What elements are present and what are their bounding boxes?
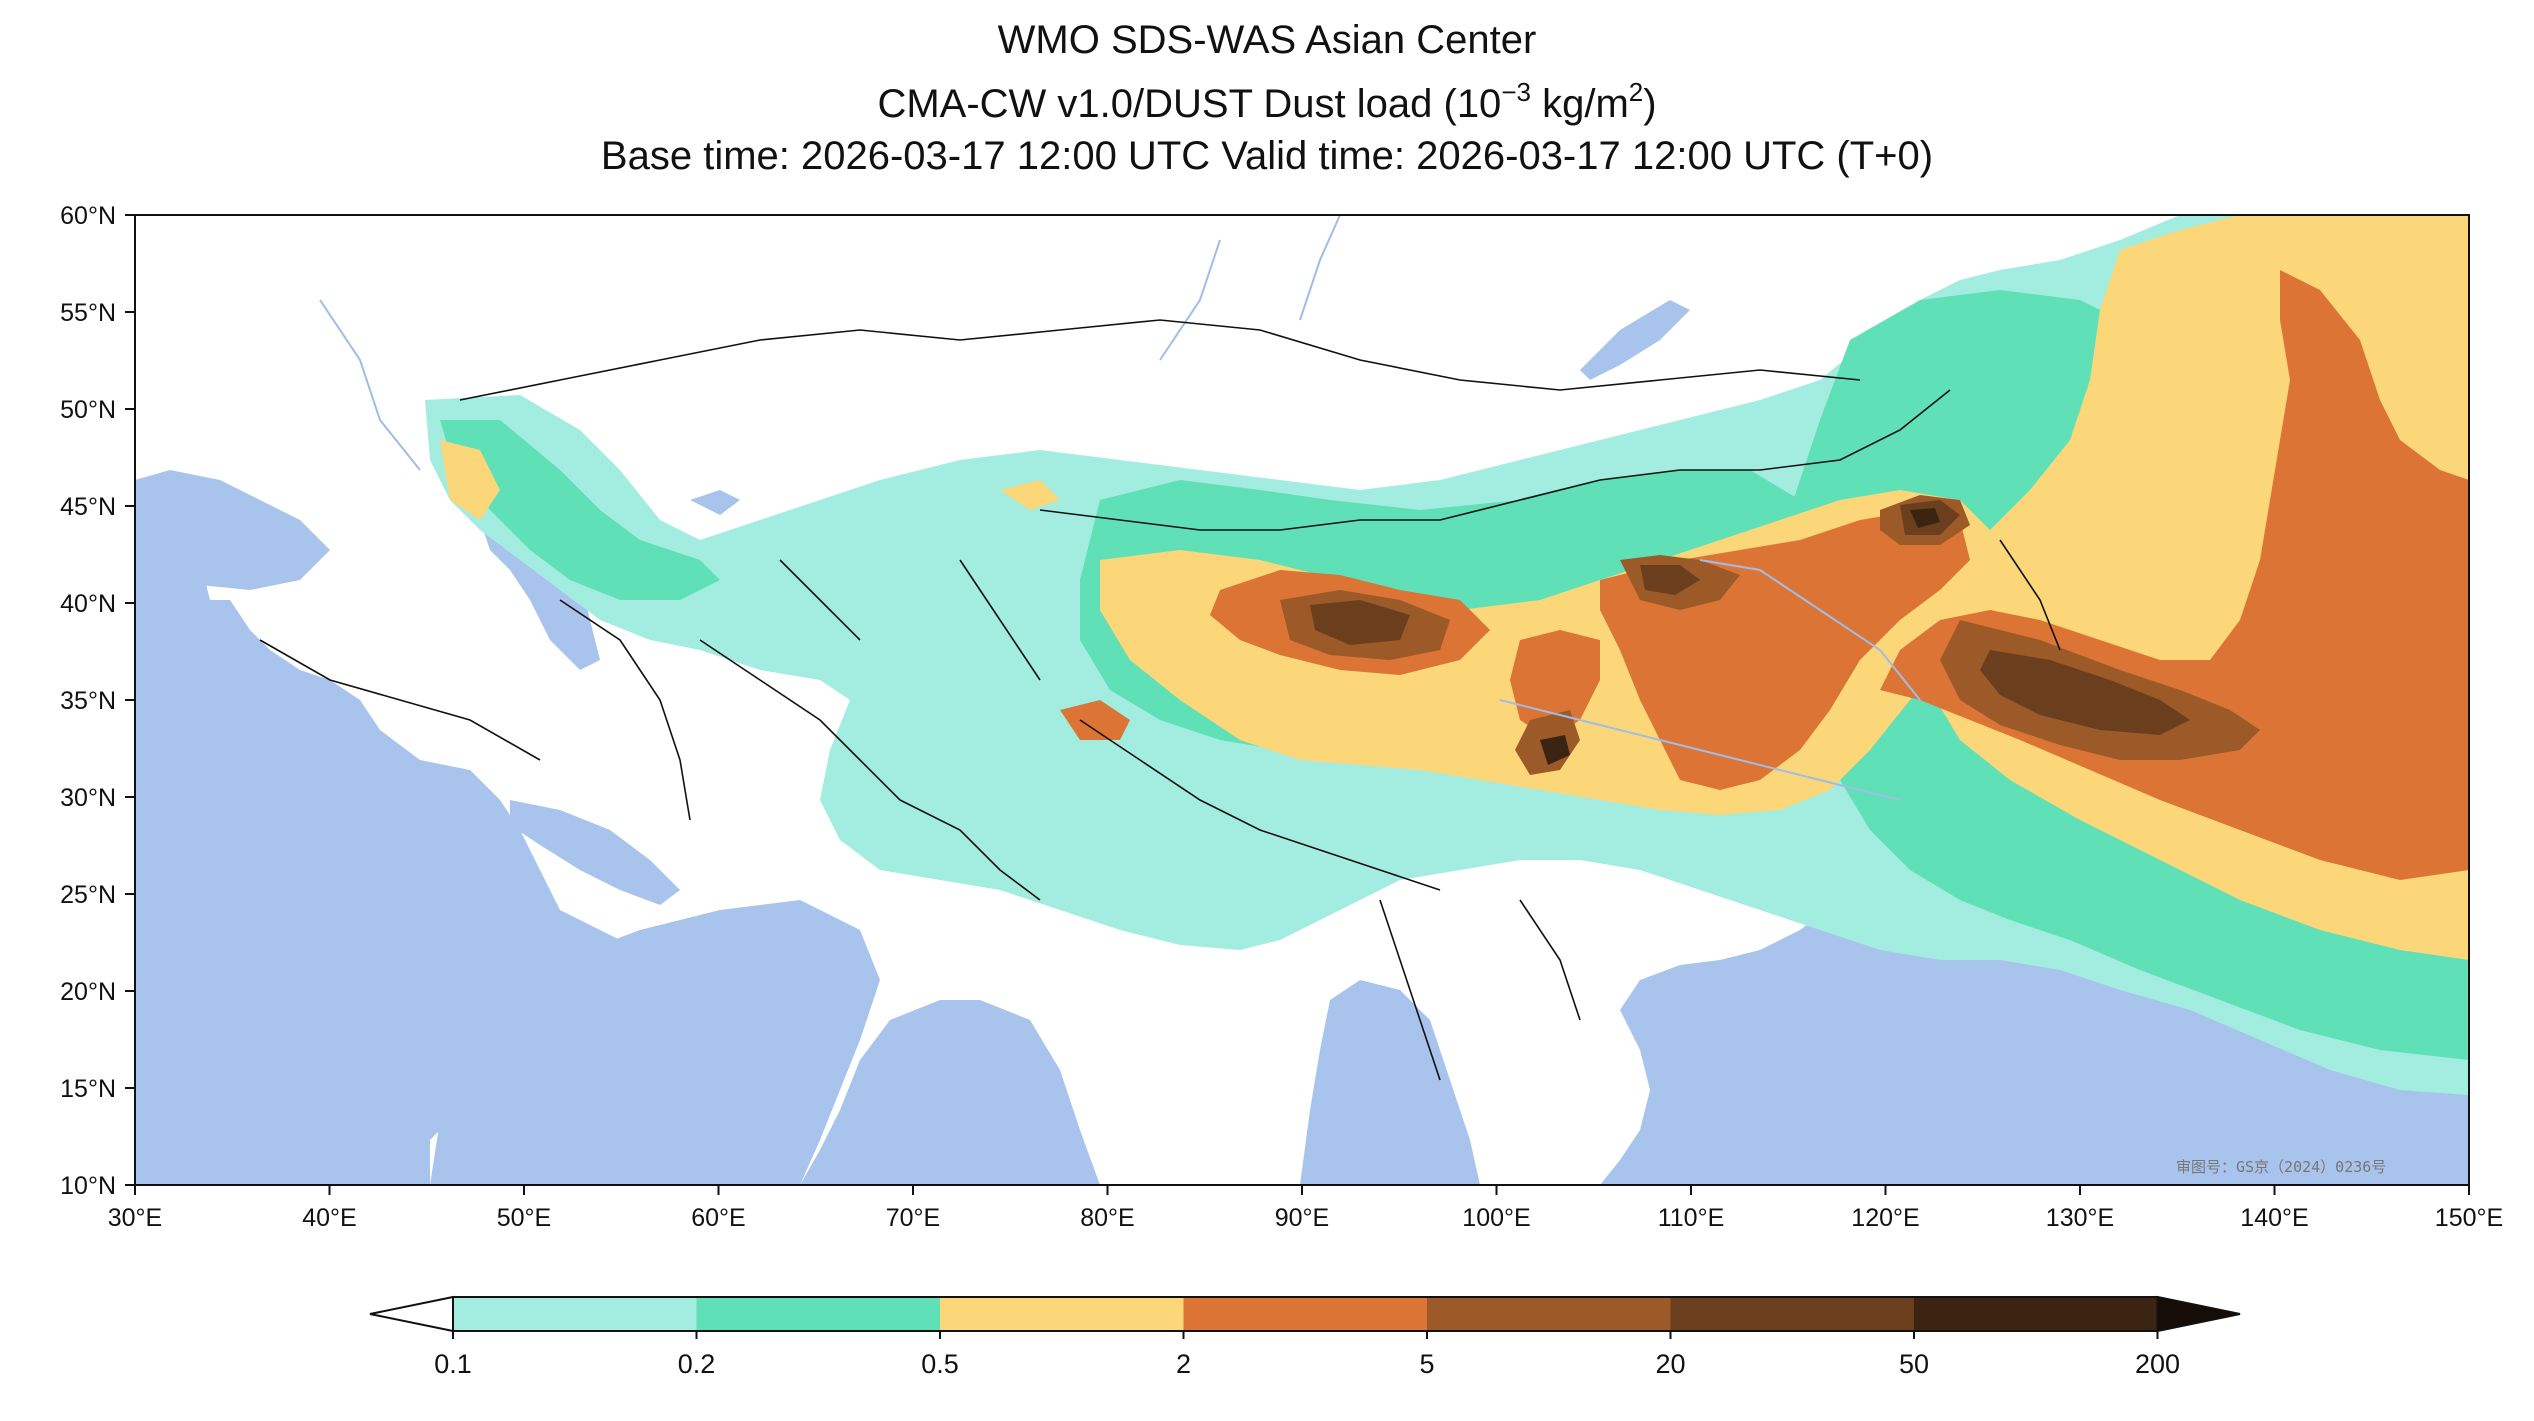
colorbar-swatch-0p1-0p2 <box>453 1297 697 1331</box>
colorbar-label-200: 200 <box>2135 1349 2180 1379</box>
lat-tick-45: 45°N <box>60 493 116 521</box>
colorbar-extend-max <box>2156 1295 2241 1333</box>
country-borders <box>259 319 2061 1081</box>
title-product-exponent: −3 <box>1501 77 1531 107</box>
lat-tick-40: 40°N <box>60 590 116 618</box>
map-content: 审图号：GS京（2024）0236号 <box>135 215 2469 1185</box>
colorbar-swatch-2-5 <box>1183 1297 1427 1331</box>
dust-level-5 <box>1280 495 2260 775</box>
dust-level-0p5 <box>440 215 2469 960</box>
lat-tick-15: 15°N <box>60 1075 116 1103</box>
persian-gulf <box>510 800 680 905</box>
lon-tick-60: 60°E <box>691 1204 745 1232</box>
rivers <box>319 215 1921 801</box>
lon-tick-110: 110°E <box>1658 1204 1725 1232</box>
figure-title: WMO SDS-WAS Asian Center CMA-CW v1.0/DUS… <box>0 14 2534 182</box>
lon-tick-90: 90°E <box>1275 1204 1329 1232</box>
lon-tick-150: 150°E <box>2435 1204 2503 1232</box>
colorbar-swatch-0p2-0p5 <box>696 1297 940 1331</box>
lake-baikal <box>1580 300 1690 380</box>
lon-axis: 30°E 40°E 50°E 60°E 70°E 80°E 90°E 100°E… <box>108 1185 2503 1232</box>
title-product-unit-exponent: 2 <box>1628 77 1644 107</box>
lon-tick-100: 100°E <box>1462 1204 1530 1232</box>
colorbar-swatch-50-200 <box>1914 1297 2158 1331</box>
lat-tick-55: 55°N <box>60 299 116 327</box>
lat-tick-20: 20°N <box>60 978 116 1006</box>
lat-tick-50: 50°N <box>60 396 116 424</box>
colorbar-label-5: 5 <box>1419 1349 1434 1379</box>
map-approval-watermark: 审图号：GS京（2024）0236号 <box>2176 1158 2386 1176</box>
red-sea <box>185 760 380 1160</box>
arabian-sea <box>430 900 880 1185</box>
title-product: CMA-CW v1.0/DUST Dust load (10−3 kg/m2) <box>0 66 2534 130</box>
colorbar-label-0p1: 0.1 <box>434 1349 472 1379</box>
title-center-name: WMO SDS-WAS Asian Center <box>997 18 1537 62</box>
title-product-prefix: CMA-CW v1.0/DUST Dust load (10 <box>877 82 1502 126</box>
lon-tick-140: 140°E <box>2240 1204 2308 1232</box>
colorbar-label-50: 50 <box>1899 1349 1929 1379</box>
lon-tick-120: 120°E <box>1851 1204 1919 1232</box>
colorbar-extend-min <box>369 1295 454 1333</box>
dust-level-20 <box>1310 500 2190 735</box>
colorbar: 0.1 0.2 0.5 2 5 20 50 200 <box>369 1295 2241 1379</box>
lat-axis: 60°N 55°N 50°N 45°N 40°N 35°N 30°N 25°N … <box>60 202 135 1200</box>
colorbar-swatch-5-20 <box>1427 1297 1671 1331</box>
lat-tick-10: 10°N <box>60 1172 116 1200</box>
lat-tick-30: 30°N <box>60 784 116 812</box>
lon-tick-50: 50°E <box>497 1204 551 1232</box>
lat-tick-60: 60°N <box>60 202 116 230</box>
title-product-suffix: ) <box>1643 82 1657 126</box>
lon-tick-70: 70°E <box>886 1204 940 1232</box>
colorbar-label-20: 20 <box>1655 1349 1685 1379</box>
colorbar-swatch-20-50 <box>1670 1297 1914 1331</box>
lon-tick-130: 130°E <box>2046 1204 2114 1232</box>
colorbar-swatch-0p5-2 <box>940 1297 1184 1331</box>
black-sea <box>135 470 330 590</box>
lat-tick-25: 25°N <box>60 881 116 909</box>
lat-tick-35: 35°N <box>60 687 116 715</box>
lon-tick-80: 80°E <box>1080 1204 1134 1232</box>
colorbar-label-0p2: 0.2 <box>678 1349 716 1379</box>
lake-balkhash <box>690 490 740 515</box>
lon-tick-30: 30°E <box>108 1204 162 1232</box>
title-times: Base time: 2026-03-17 12:00 UTC Valid ti… <box>600 134 1934 178</box>
mediterranean-sea <box>135 650 255 740</box>
lon-tick-40: 40°E <box>302 1204 356 1232</box>
colorbar-outline <box>452 1296 2159 1332</box>
colorbar-label-2: 2 <box>1176 1349 1191 1379</box>
colorbar-label-0p5: 0.5 <box>921 1349 959 1379</box>
title-product-unit: kg/m <box>1530 82 1629 126</box>
